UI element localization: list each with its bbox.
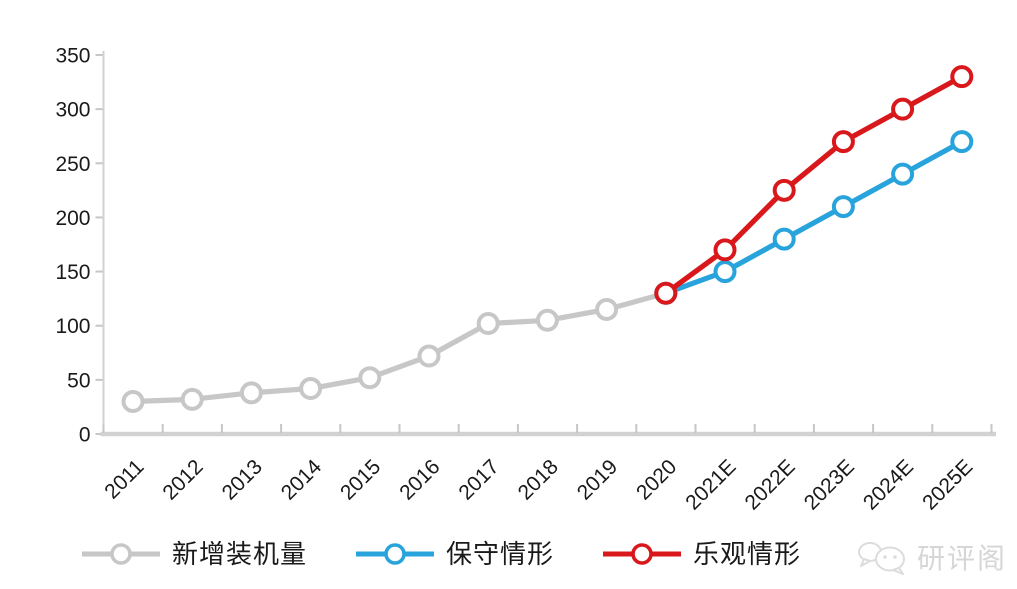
- x-axis-tick-label: 2019: [573, 455, 622, 504]
- x-axis-tick-label: 2011: [100, 455, 148, 503]
- data-point-marker: [831, 195, 855, 219]
- x-axis-tick-label: 2013: [218, 455, 267, 504]
- data-point-marker: [891, 162, 915, 186]
- x-axis-tick-label: 2016: [395, 455, 444, 504]
- x-axis-tick-label: 2025E: [918, 455, 977, 514]
- data-point-marker: [476, 312, 500, 336]
- watermark-text: 研评阁: [916, 543, 1007, 574]
- legend-item-conservative-scenario: 保守情形: [353, 541, 554, 567]
- chart-legend: 新增装机量 保守情形 乐观情形: [0, 541, 880, 567]
- data-point-marker: [950, 65, 974, 89]
- legend-label: 乐观情形: [693, 539, 802, 569]
- blue-line-marker-icon: [355, 543, 434, 565]
- data-point-marker: [713, 260, 737, 284]
- y-axis-tick-label: 200: [55, 207, 90, 230]
- y-axis-tick-label: 250: [55, 153, 90, 176]
- y-axis-tick-label: 300: [55, 99, 90, 122]
- data-point-marker: [180, 387, 204, 411]
- wechat-chat-bubbles-icon: [857, 542, 905, 575]
- data-point-marker: [121, 390, 145, 414]
- x-axis-tick-label: 2023E: [800, 455, 859, 514]
- x-axis-tick-label: 2012: [158, 455, 207, 504]
- x-axis-tick-label: 2022E: [741, 455, 800, 514]
- data-point-marker: [358, 366, 382, 390]
- series-2: [654, 65, 974, 305]
- watermark: 研评阁: [857, 537, 1007, 577]
- data-point-marker: [713, 238, 737, 262]
- y-axis-tick-label: 0: [79, 424, 91, 447]
- x-axis-tick-label: 2017: [454, 455, 503, 504]
- data-point-marker: [595, 297, 619, 321]
- data-point-marker: [299, 377, 323, 401]
- data-point-marker: [654, 281, 678, 305]
- data-point-marker: [239, 381, 263, 405]
- data-point-marker: [417, 344, 441, 368]
- x-axis-tick-label: 2015: [336, 455, 385, 504]
- x-axis-tick-label: 2024E: [859, 455, 918, 514]
- legend-item-new-installed-capacity: 新增装机量: [79, 541, 307, 567]
- red-line-marker-icon: [603, 543, 681, 565]
- y-axis-tick-label: 150: [55, 261, 90, 284]
- series-1: [654, 130, 974, 305]
- data-point-marker: [891, 97, 915, 121]
- legend-label: 保守情形: [445, 539, 554, 569]
- legend-item-optimistic-scenario: 乐观情形: [600, 541, 801, 567]
- data-point-marker: [772, 178, 796, 202]
- x-axis-tick-label: 2018: [514, 455, 563, 504]
- x-axis-tick-label: 2020: [632, 455, 681, 504]
- x-axis-tick-label: 2014: [277, 455, 327, 505]
- series-0: [121, 281, 678, 414]
- legend-label: 新增装机量: [171, 539, 307, 569]
- y-axis-tick-label: 100: [55, 315, 90, 338]
- gray-line-marker-icon: [81, 543, 160, 565]
- data-point-marker: [950, 130, 974, 154]
- y-axis-tick-label: 350: [55, 45, 90, 68]
- y-axis-tick-label: 50: [67, 369, 90, 392]
- data-point-marker: [831, 130, 855, 154]
- x-axis-tick-label: 2021E: [681, 455, 740, 514]
- data-point-marker: [772, 227, 796, 251]
- data-point-marker: [535, 308, 559, 332]
